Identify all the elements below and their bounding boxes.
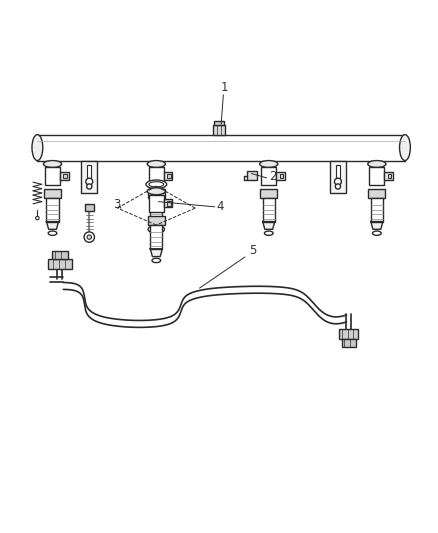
Ellipse shape [43, 160, 62, 167]
Circle shape [87, 235, 92, 239]
Ellipse shape [368, 160, 386, 167]
Polygon shape [263, 222, 275, 229]
Text: 2: 2 [269, 170, 276, 183]
Ellipse shape [265, 231, 273, 236]
Ellipse shape [399, 135, 410, 160]
Bar [263, 198, 275, 222]
Text: 3: 3 [113, 198, 120, 211]
Text: 5: 5 [249, 244, 257, 256]
Bar [149, 167, 164, 185]
Bar [148, 189, 165, 198]
Bar [388, 174, 391, 178]
Text: 1: 1 [221, 82, 229, 94]
Ellipse shape [146, 180, 167, 189]
Ellipse shape [147, 160, 166, 167]
Bar [339, 329, 358, 338]
Ellipse shape [48, 231, 57, 236]
Bar [368, 189, 385, 198]
Bar [149, 195, 164, 212]
Bar [336, 165, 340, 179]
Bar [60, 172, 68, 180]
Circle shape [84, 232, 95, 243]
Ellipse shape [260, 160, 278, 167]
Bar [85, 204, 94, 211]
Ellipse shape [152, 259, 161, 263]
Bar [279, 174, 283, 178]
Bar [212, 125, 226, 135]
Polygon shape [371, 222, 383, 229]
Bar [52, 252, 68, 259]
Bar [150, 198, 162, 222]
Bar [87, 165, 92, 179]
Ellipse shape [149, 182, 164, 187]
Ellipse shape [372, 231, 381, 236]
Ellipse shape [151, 227, 162, 231]
Bar [330, 160, 346, 193]
Bar [214, 122, 224, 125]
Bar [167, 174, 170, 178]
Bar [261, 167, 276, 185]
Bar [164, 199, 172, 207]
Bar [370, 167, 384, 185]
Circle shape [336, 184, 340, 189]
Polygon shape [150, 249, 162, 256]
Circle shape [335, 178, 341, 185]
Circle shape [86, 178, 93, 185]
Bar [46, 198, 59, 222]
Bar [342, 338, 356, 346]
Bar [64, 174, 67, 178]
Bar [48, 259, 72, 269]
Ellipse shape [147, 188, 166, 195]
Bar [276, 172, 285, 180]
Polygon shape [150, 222, 162, 229]
Ellipse shape [152, 231, 161, 236]
Circle shape [35, 216, 39, 220]
Bar [384, 172, 393, 180]
Bar [371, 198, 383, 222]
Bar [148, 216, 165, 225]
Ellipse shape [32, 135, 43, 160]
Polygon shape [46, 222, 59, 229]
Bar [45, 167, 60, 185]
Bar [81, 160, 98, 193]
Bar [44, 189, 61, 198]
Bar [260, 189, 277, 198]
Bar [167, 201, 170, 206]
Bar [150, 225, 162, 249]
Ellipse shape [148, 225, 165, 233]
Circle shape [87, 184, 92, 189]
Bar [247, 172, 257, 180]
Text: 4: 4 [217, 200, 224, 213]
Bar [164, 172, 172, 180]
